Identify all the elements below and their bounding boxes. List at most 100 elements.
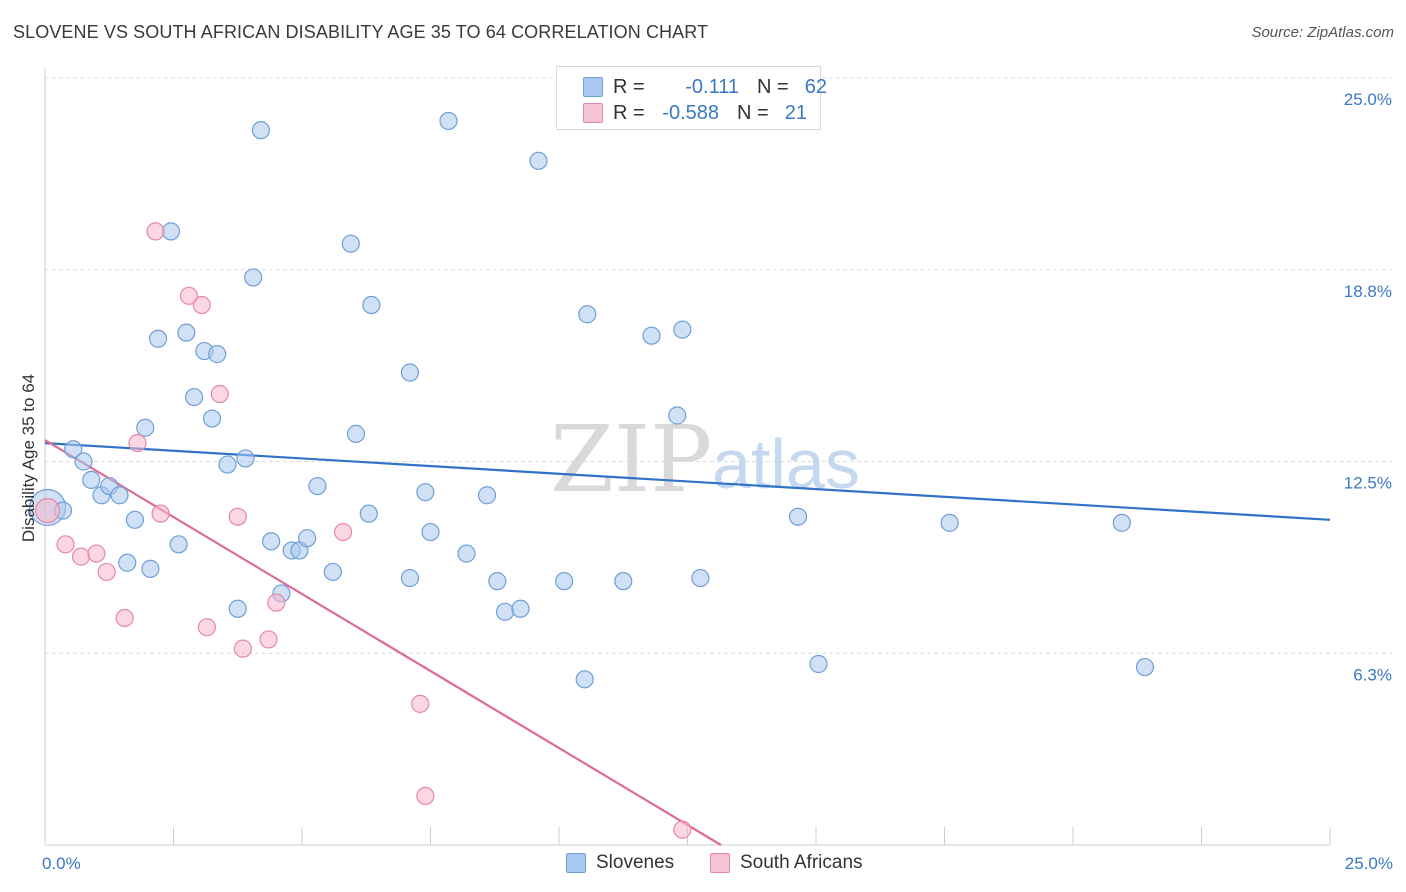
- point-slovenes: [298, 529, 317, 548]
- legend-r-value: -0.111: [685, 75, 739, 98]
- point-south-africans: [267, 593, 286, 612]
- y-tick-label: 12.5%: [1344, 474, 1392, 493]
- correlation-legend: R = -0.111 N = 62 R = -0.588 N = 21: [556, 66, 827, 130]
- legend-row-slovenes: R = -0.111 N = 62: [583, 74, 827, 100]
- point-south-africans: [56, 535, 75, 554]
- point-south-africans: [87, 544, 106, 563]
- point-slovenes: [1112, 513, 1131, 532]
- point-slovenes: [691, 568, 710, 588]
- point-slovenes: [184, 387, 204, 407]
- point-south-africans: [151, 504, 170, 523]
- point-slovenes: [202, 409, 222, 428]
- point-slovenes: [940, 513, 959, 532]
- data-points: [28, 68, 1155, 839]
- chart-title: SLOVENE VS SOUTH AFRICAN DISABILITY AGE …: [13, 22, 709, 42]
- point-slovenes: [477, 486, 497, 505]
- series-label-slovenes: Slovenes: [596, 852, 675, 873]
- point-slovenes: [148, 329, 168, 348]
- point-slovenes: [82, 470, 101, 490]
- legend-n-label: N =: [737, 101, 769, 124]
- point-south-africans: [146, 222, 165, 241]
- y-tick-label: 25.0%: [1344, 90, 1392, 109]
- point-south-africans: [228, 507, 247, 526]
- grid-lines: [45, 77, 1392, 654]
- point-south-africans: [115, 608, 134, 628]
- axes: [44, 68, 1331, 846]
- point-slovenes: [136, 418, 155, 437]
- series-legend: Slovenes South Africans: [0, 852, 1406, 878]
- point-slovenes: [341, 234, 360, 253]
- point-south-africans: [673, 820, 692, 839]
- point-slovenes: [362, 295, 381, 315]
- point-slovenes: [64, 440, 83, 459]
- point-south-africans: [179, 286, 199, 305]
- legend-swatch-slovenes: [583, 77, 603, 97]
- point-slovenes: [575, 670, 594, 689]
- y-axis-label: Disability Age 35 to 64: [19, 374, 38, 542]
- point-slovenes: [416, 483, 435, 502]
- point-south-africans: [334, 522, 353, 542]
- legend-row-south-africans: R = -0.588 N = 21: [583, 100, 807, 126]
- point-slovenes: [400, 568, 420, 588]
- point-slovenes: [488, 572, 507, 591]
- x-tick-label: 0.0%: [42, 854, 81, 873]
- point-slovenes: [74, 452, 93, 471]
- watermark-zip-text: ZIP: [550, 406, 712, 513]
- point-slovenes: [511, 599, 530, 618]
- x-tick-label: 25.0%: [1345, 854, 1393, 873]
- point-slovenes: [244, 268, 263, 287]
- point-slovenes: [251, 121, 270, 140]
- point-slovenes: [262, 532, 281, 551]
- point-slovenes: [208, 345, 227, 364]
- point-slovenes: [308, 476, 327, 496]
- y-tick-label: 6.3%: [1353, 665, 1392, 684]
- point-slovenes: [236, 449, 255, 468]
- point-slovenes: [346, 424, 366, 443]
- legend-n-label: N =: [757, 75, 789, 98]
- point-slovenes: [161, 222, 181, 241]
- tick-labels: 6.3% 12.5% 18.8% 25.0% 0.0% 25.0%: [42, 90, 1393, 873]
- point-slovenes: [218, 455, 237, 474]
- point-slovenes: [578, 305, 597, 324]
- legend-n-value: 21: [784, 101, 807, 124]
- point-slovenes: [169, 535, 188, 554]
- point-slovenes: [421, 522, 440, 542]
- series-swatch-south-africans: [710, 853, 730, 873]
- legend-r-label: R =: [613, 101, 645, 124]
- point-south-africans: [416, 786, 435, 806]
- point-slovenes: [118, 553, 137, 572]
- point-south-africans: [411, 694, 430, 713]
- point-slovenes: [614, 572, 633, 591]
- y-tick-label: 18.8%: [1344, 282, 1392, 301]
- source-credit: Source: ZipAtlas.com: [1251, 24, 1394, 41]
- watermark: ZIP atlas: [550, 406, 860, 513]
- point-slovenes: [1135, 657, 1155, 677]
- point-slovenes: [323, 562, 342, 582]
- point-slovenes: [809, 654, 828, 674]
- point-south-africans: [259, 630, 278, 649]
- series-legend-south-africans[interactable]: South Africans: [710, 852, 863, 874]
- point-south-africans: [192, 295, 211, 315]
- point-slovenes: [125, 510, 145, 529]
- series-legend-slovenes[interactable]: Slovenes: [566, 852, 674, 874]
- point-slovenes: [359, 504, 378, 523]
- legend-n-value: 62: [804, 75, 827, 98]
- series-swatch-slovenes: [566, 853, 586, 873]
- trend-line-slovenes: [44, 441, 1331, 521]
- point-south-africans: [97, 562, 116, 582]
- legend-r-label: R =: [613, 75, 645, 98]
- point-slovenes: [400, 363, 420, 382]
- point-slovenes: [457, 544, 476, 563]
- point-slovenes: [642, 326, 661, 345]
- point-south-africans: [210, 384, 229, 404]
- series-label-south-africans: South Africans: [740, 852, 863, 873]
- legend-swatch-south-africans: [583, 103, 603, 123]
- point-slovenes: [110, 486, 129, 505]
- point-slovenes: [141, 559, 160, 578]
- point-south-africans: [71, 547, 91, 566]
- point-slovenes: [788, 507, 808, 526]
- point-south-africans: [197, 618, 217, 637]
- point-south-africans: [233, 639, 252, 658]
- point-slovenes: [673, 320, 692, 339]
